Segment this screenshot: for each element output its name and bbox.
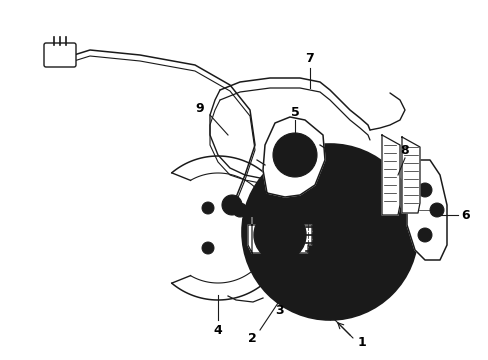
- Polygon shape: [401, 137, 419, 213]
- Circle shape: [285, 145, 305, 165]
- Circle shape: [309, 212, 349, 252]
- Circle shape: [350, 272, 362, 284]
- Text: 9: 9: [195, 102, 204, 114]
- Circle shape: [242, 144, 417, 320]
- Text: 8: 8: [400, 144, 408, 157]
- Circle shape: [270, 226, 283, 238]
- Circle shape: [417, 228, 431, 242]
- Circle shape: [429, 203, 443, 217]
- Circle shape: [202, 242, 214, 254]
- Text: 5: 5: [290, 105, 299, 118]
- Circle shape: [288, 217, 298, 226]
- Circle shape: [350, 180, 362, 192]
- Circle shape: [272, 133, 316, 177]
- Text: 7: 7: [305, 51, 314, 64]
- Circle shape: [222, 195, 242, 215]
- Polygon shape: [381, 135, 399, 215]
- Circle shape: [297, 272, 309, 284]
- Circle shape: [297, 180, 309, 192]
- Circle shape: [288, 243, 298, 253]
- FancyBboxPatch shape: [44, 43, 76, 67]
- Circle shape: [232, 203, 246, 217]
- Text: 6: 6: [461, 208, 469, 221]
- Circle shape: [261, 243, 271, 253]
- Text: 4: 4: [213, 324, 222, 337]
- Circle shape: [261, 217, 271, 226]
- Circle shape: [376, 226, 388, 238]
- Polygon shape: [247, 217, 311, 253]
- Circle shape: [253, 209, 305, 261]
- Text: 2: 2: [247, 332, 256, 345]
- Text: 3: 3: [275, 303, 284, 316]
- Circle shape: [417, 183, 431, 197]
- Circle shape: [262, 164, 397, 300]
- Text: 1: 1: [357, 336, 366, 348]
- Circle shape: [265, 221, 293, 249]
- Circle shape: [202, 202, 214, 214]
- Polygon shape: [263, 117, 325, 197]
- Polygon shape: [406, 160, 446, 260]
- Circle shape: [291, 194, 367, 270]
